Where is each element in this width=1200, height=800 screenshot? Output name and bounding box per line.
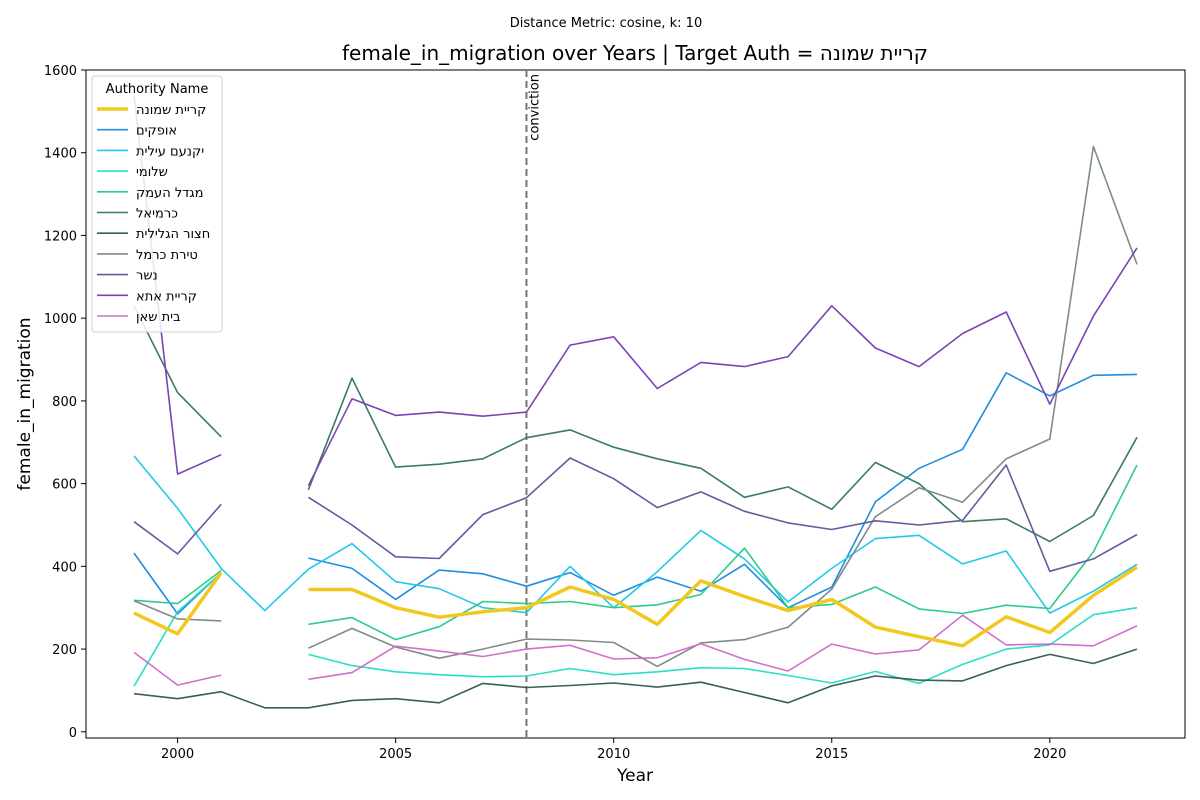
chart-title: female_in_migration over Years | Target …: [342, 41, 928, 65]
series-5: [133, 305, 1138, 543]
series-line: [308, 606, 1138, 685]
y-tick-label: 400: [52, 560, 77, 575]
conviction-label: conviction: [527, 74, 542, 141]
x-tick-label: 2010: [597, 747, 630, 762]
x-tick-label: 2015: [815, 747, 848, 762]
plot-frame: [85, 69, 1186, 739]
y-tick-label: 1000: [44, 312, 77, 327]
y-tick-label: 200: [52, 643, 77, 658]
legend-entry: נשר: [136, 269, 158, 284]
legend-entry: קריית שמונה: [136, 103, 206, 118]
series-line: [133, 503, 222, 555]
series-line: [133, 569, 222, 605]
series-line: [133, 599, 222, 622]
series-line: [133, 572, 222, 687]
series-line: [308, 371, 1138, 609]
series-4: [133, 464, 1138, 641]
y-tick-label: 1600: [44, 64, 77, 79]
legend-entry: כרמיאל: [136, 207, 178, 222]
x-tick-label: 2000: [161, 747, 194, 762]
series-7: [133, 145, 1138, 668]
y-tick-label: 1400: [44, 147, 77, 162]
series-2: [133, 455, 1138, 614]
y-tick-label: 0: [69, 726, 77, 741]
series-line: [307, 247, 1138, 487]
chart-suptitle: Distance Metric: cosine, k: 10: [510, 16, 702, 31]
y-axis-label: female_in_migration: [15, 317, 35, 490]
legend-entry: מגדל העמק: [136, 186, 204, 201]
series-line: [133, 651, 222, 686]
series-line: [308, 464, 1138, 641]
legend-entry: חצור הגלילית: [136, 227, 210, 242]
x-tick-label: 2005: [379, 747, 412, 762]
series-line: [307, 377, 1138, 543]
series-line: [133, 305, 222, 438]
y-tick-label: 600: [52, 478, 77, 493]
series-10: [133, 614, 1138, 686]
legend-entry: אופקים: [136, 124, 177, 139]
series-8: [133, 457, 1138, 573]
series-line: [133, 648, 1138, 709]
series-0: [133, 565, 1138, 648]
legend: Authority Name קריית שמונה אופקים יקנעם עיל…: [91, 75, 223, 333]
legend-entry: טירת כרמל: [136, 248, 198, 263]
y-tick-label: 800: [52, 395, 77, 410]
x-tick-label: 2020: [1033, 747, 1066, 762]
plot-area: 2000 2005 2010 2015 2020 0 200 400 600 800 1000 120…: [44, 64, 1186, 762]
legend-entry: קריית אתא: [136, 289, 197, 304]
legend-entry: שלומי: [136, 165, 168, 180]
series-line: [308, 565, 1138, 648]
legend-box: [91, 75, 223, 333]
series-line: [308, 145, 1138, 668]
series-line: [133, 455, 1138, 614]
series-6: [133, 648, 1138, 709]
series-line: [307, 457, 1138, 573]
legend-title: Authority Name: [106, 82, 209, 97]
legend-entry: יקנעם עילית: [136, 144, 204, 159]
series-9: [133, 94, 1138, 487]
series-line: [308, 614, 1138, 681]
legend-entry: בית שאן: [136, 310, 181, 325]
x-axis-label: Year: [616, 766, 653, 786]
series-line: [133, 571, 223, 636]
series-3: [133, 572, 1138, 687]
y-tick-label: 1200: [44, 229, 77, 244]
